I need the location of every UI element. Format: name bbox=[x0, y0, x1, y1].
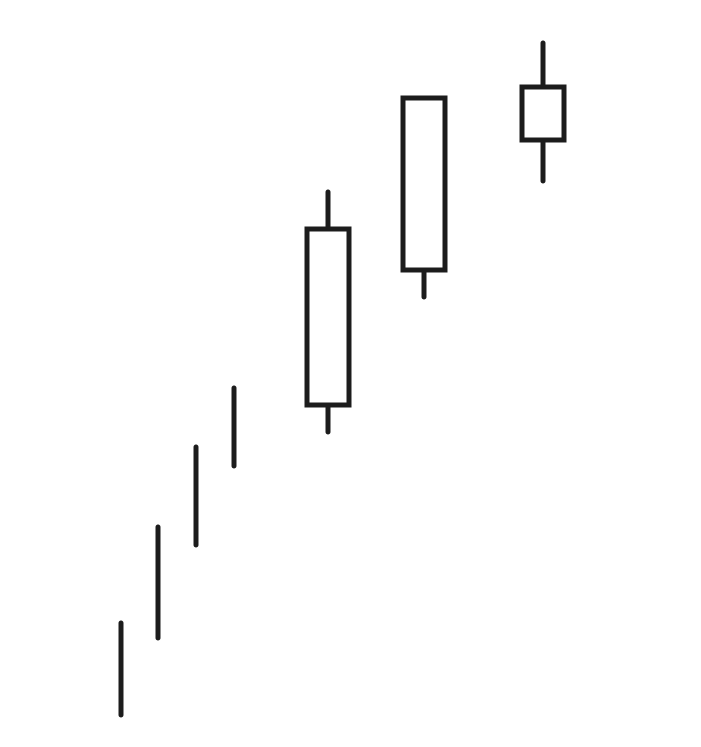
candle-body bbox=[304, 226, 352, 408]
candle-body bbox=[519, 84, 567, 143]
candle-body bbox=[400, 95, 448, 273]
